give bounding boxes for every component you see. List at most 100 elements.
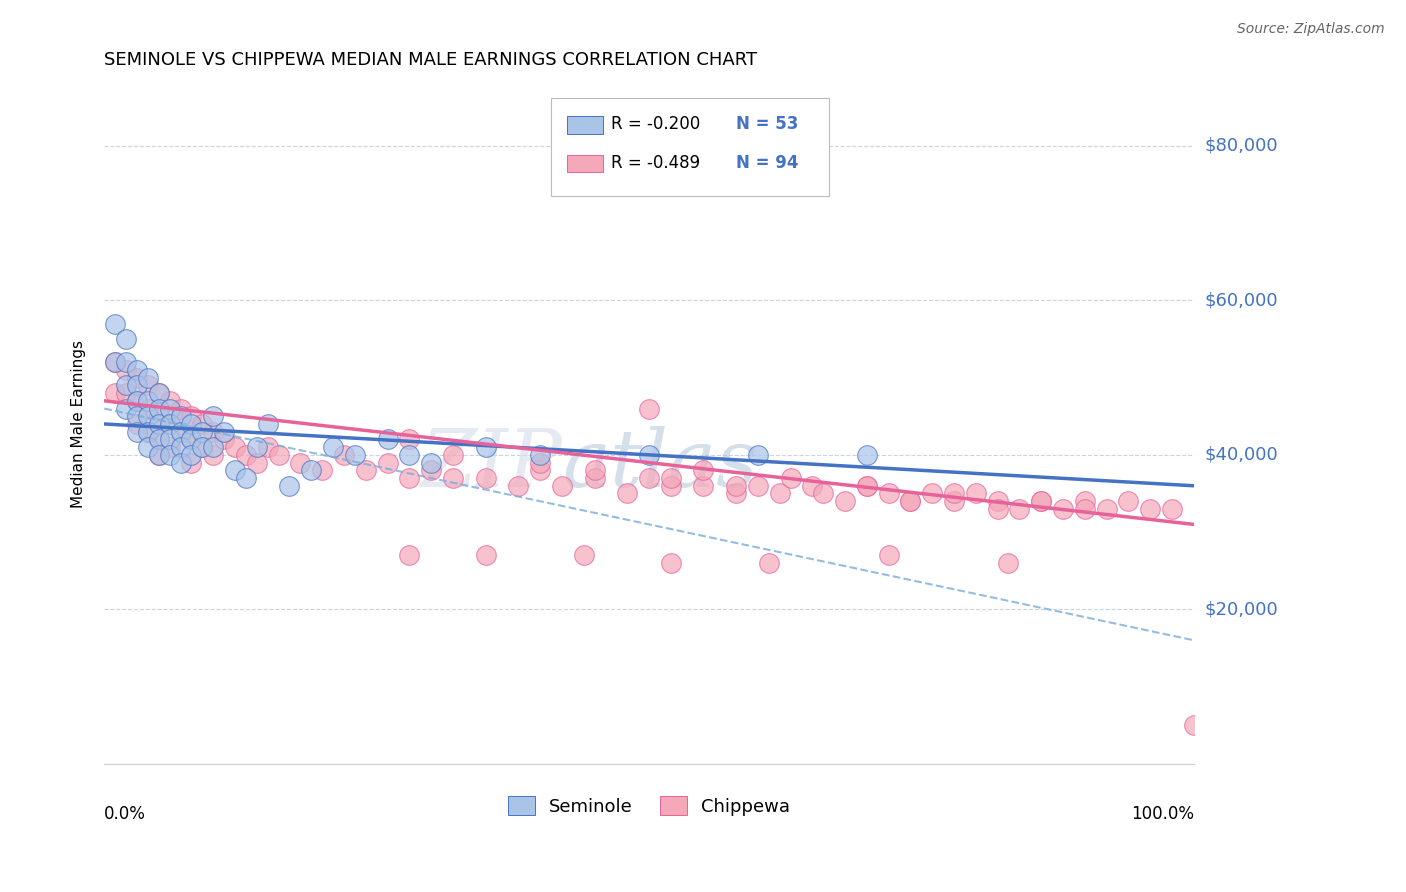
Point xyxy=(148,433,170,447)
Point xyxy=(747,448,769,462)
Point xyxy=(834,494,856,508)
Text: Source: ZipAtlas.com: Source: ZipAtlas.com xyxy=(1237,22,1385,37)
Point xyxy=(180,417,202,431)
Point xyxy=(212,433,235,447)
Point xyxy=(377,433,399,447)
Point xyxy=(136,409,159,424)
Point xyxy=(474,440,496,454)
Point xyxy=(169,425,191,439)
Point xyxy=(583,471,606,485)
Point xyxy=(202,448,225,462)
Point xyxy=(659,471,682,485)
Point xyxy=(148,401,170,416)
Point xyxy=(529,456,551,470)
Point xyxy=(1073,494,1095,508)
Text: N = 94: N = 94 xyxy=(737,154,799,172)
Text: R = -0.200: R = -0.200 xyxy=(610,115,700,133)
Point xyxy=(725,479,748,493)
Point xyxy=(148,386,170,401)
Point xyxy=(136,370,159,384)
Text: 0.0%: 0.0% xyxy=(104,805,146,822)
Point xyxy=(1095,502,1118,516)
Point xyxy=(169,409,191,424)
Point xyxy=(987,502,1010,516)
Point xyxy=(115,386,138,401)
Text: R = -0.489: R = -0.489 xyxy=(610,154,700,172)
Y-axis label: Median Male Earnings: Median Male Earnings xyxy=(72,340,86,508)
Point xyxy=(202,409,225,424)
Point xyxy=(148,433,170,447)
Point xyxy=(169,440,191,454)
Point xyxy=(191,425,214,439)
Point xyxy=(159,417,181,431)
Point xyxy=(856,479,879,493)
Point xyxy=(159,440,181,454)
Point xyxy=(104,355,127,369)
Point xyxy=(1008,502,1031,516)
Point xyxy=(148,409,170,424)
Point xyxy=(180,433,202,447)
Point xyxy=(551,479,574,493)
Point xyxy=(212,425,235,439)
Point xyxy=(224,463,246,477)
Point xyxy=(1031,494,1053,508)
Point xyxy=(246,440,269,454)
Point xyxy=(747,479,769,493)
Point xyxy=(801,479,824,493)
Point xyxy=(921,486,943,500)
Point xyxy=(856,479,879,493)
Point xyxy=(943,486,966,500)
Point xyxy=(104,386,127,401)
Point xyxy=(441,448,464,462)
FancyBboxPatch shape xyxy=(551,98,828,196)
Text: $40,000: $40,000 xyxy=(1205,446,1278,464)
Point xyxy=(398,433,420,447)
Text: 100.0%: 100.0% xyxy=(1130,805,1194,822)
Point xyxy=(148,417,170,431)
Point xyxy=(769,486,792,500)
Point xyxy=(474,471,496,485)
Point xyxy=(104,355,127,369)
Point xyxy=(333,448,356,462)
Point xyxy=(420,456,443,470)
Point xyxy=(136,425,159,439)
Point xyxy=(987,494,1010,508)
Point xyxy=(159,433,181,447)
Point xyxy=(136,401,159,416)
Bar xyxy=(567,155,603,172)
Point xyxy=(900,494,922,508)
Point xyxy=(202,440,225,454)
Point xyxy=(148,448,170,462)
Point xyxy=(943,494,966,508)
Point xyxy=(813,486,835,500)
Point xyxy=(148,448,170,462)
Text: $20,000: $20,000 xyxy=(1205,600,1278,618)
Point xyxy=(583,463,606,477)
Point xyxy=(104,317,127,331)
Point xyxy=(115,332,138,346)
Text: $80,000: $80,000 xyxy=(1205,136,1278,155)
Point xyxy=(159,417,181,431)
Point xyxy=(235,471,257,485)
Point xyxy=(115,363,138,377)
Point xyxy=(148,386,170,401)
Point xyxy=(638,471,661,485)
Point xyxy=(1116,494,1139,508)
Text: $60,000: $60,000 xyxy=(1205,292,1278,310)
Point xyxy=(159,448,181,462)
Point xyxy=(1182,718,1205,732)
Point xyxy=(224,440,246,454)
Point xyxy=(997,556,1019,570)
Point xyxy=(136,393,159,408)
Point xyxy=(529,463,551,477)
Point xyxy=(256,440,278,454)
Point xyxy=(235,448,257,462)
Point xyxy=(278,479,301,493)
Point xyxy=(115,355,138,369)
Point xyxy=(758,556,780,570)
Point xyxy=(638,448,661,462)
Point xyxy=(125,363,148,377)
Point xyxy=(115,378,138,392)
Point xyxy=(125,393,148,408)
Point xyxy=(343,448,366,462)
